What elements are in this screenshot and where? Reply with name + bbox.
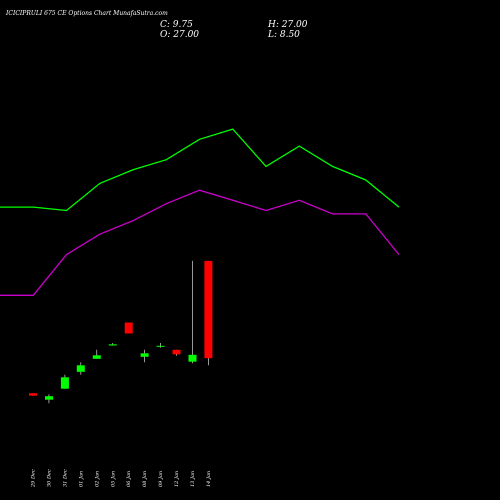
candle-body — [172, 349, 181, 355]
ohlc-close: C: 9.75 — [160, 20, 193, 30]
candle-31-dec — [60, 374, 69, 389]
candle-01-jan — [76, 362, 85, 375]
candles — [29, 260, 213, 404]
x-tick-label: 08 Jan — [142, 471, 148, 487]
candle-12-jan — [172, 349, 181, 356]
x-tick-label: 01 Jan — [78, 471, 84, 487]
candle-05-jan — [108, 343, 117, 346]
candle-13-jan — [188, 260, 197, 364]
x-tick-label: 30 Dec — [47, 469, 53, 487]
x-tick-label: 14 Jan — [206, 471, 212, 487]
upper-indicator-line — [0, 128, 400, 212]
x-axis-ticks: 29 Dec 30 Dec 31 Dec 01 Jan 02 Jan 05 Jan 06 J… — [31, 469, 212, 488]
candle-02-jan — [92, 349, 101, 359]
x-tick-label: 05 Jan — [110, 471, 116, 487]
x-tick-label: 12 Jan — [174, 471, 180, 487]
ohlc-high: H: 27.00 — [267, 20, 308, 30]
x-tick-label: 09 Jan — [158, 471, 164, 487]
candle-body — [108, 344, 117, 346]
candle-body — [140, 353, 149, 357]
ohlc-open: O: 27.00 — [160, 30, 199, 40]
candle-14-jan — [204, 260, 213, 366]
candle-09-jan — [156, 343, 165, 348]
lower-indicator-line — [0, 189, 400, 296]
candle-06-jan — [124, 322, 133, 334]
candle-08-jan — [140, 349, 149, 363]
chart-title: ICICIPRULI 675 CE Options Chart MunafaSu… — [5, 10, 168, 17]
candle-body — [45, 396, 53, 400]
candle-body — [204, 260, 213, 359]
candle-body — [188, 354, 197, 362]
x-tick-label: 02 Jan — [94, 471, 100, 487]
x-tick-label: 13 Jan — [190, 471, 196, 487]
x-tick-label: 31 Dec — [62, 469, 68, 487]
x-tick-label: 29 Dec — [31, 469, 37, 488]
candle-30-dec — [45, 394, 53, 404]
indicator-lines — [0, 128, 400, 296]
candle-body — [60, 377, 69, 389]
candle-body — [29, 393, 37, 396]
candle-body — [156, 345, 165, 347]
candle-29-dec — [29, 393, 37, 396]
x-tick-label: 06 Jan — [126, 471, 132, 487]
candle-body — [92, 355, 101, 359]
ohlc-low: L: 8.50 — [267, 30, 300, 40]
candle-body — [124, 322, 133, 334]
candle-body — [76, 365, 85, 372]
